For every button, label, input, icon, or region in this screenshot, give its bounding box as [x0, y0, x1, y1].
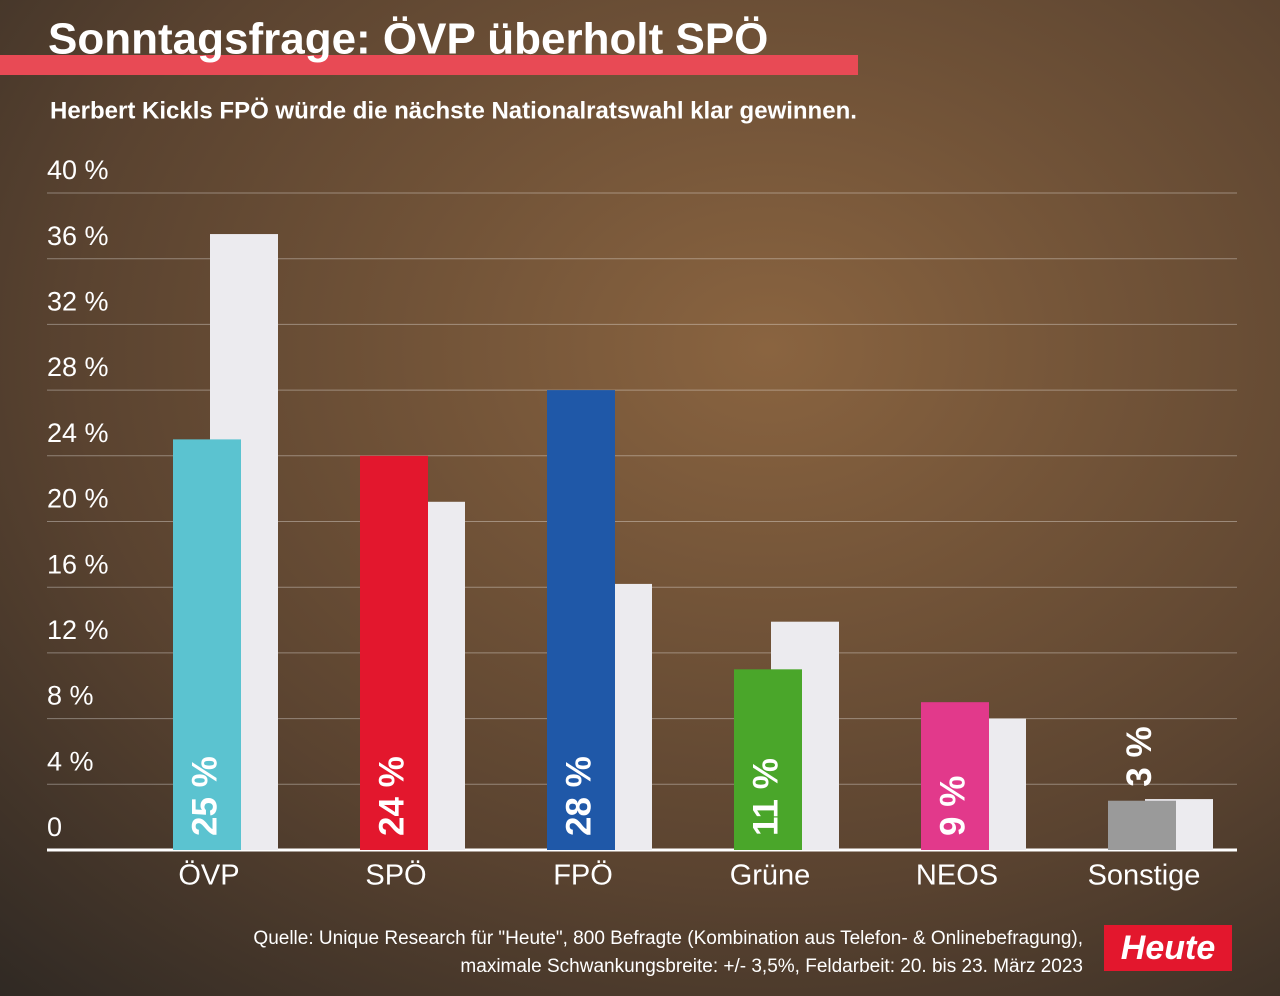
x-tick-label: Sonstige [1088, 860, 1201, 892]
bar [734, 669, 802, 850]
y-tick-label: 16 % [47, 549, 109, 579]
y-tick-label: 36 % [47, 221, 109, 251]
bar [1108, 800, 1176, 850]
value-label: 9 % [933, 776, 972, 836]
value-label: 11 % [746, 758, 785, 836]
bar [547, 390, 615, 850]
y-tick-label: 24 % [47, 418, 109, 448]
chart-title: Sonntagsfrage: ÖVP überholt SPÖ [48, 15, 768, 64]
value-label: 25 % [185, 756, 224, 836]
x-tick-label: NEOS [916, 860, 998, 892]
x-tick-label: Grüne [730, 860, 811, 892]
logo-box [1104, 925, 1232, 971]
bar [173, 439, 241, 850]
y-tick-label: 12 % [47, 615, 109, 645]
source: Quelle: Unique Research für "Heute", 800… [253, 928, 1083, 949]
title-underline [0, 55, 858, 75]
value-label: 28 % [559, 756, 598, 836]
y-tick-label: 20 % [47, 484, 109, 514]
y-tick-label: 32 % [47, 287, 109, 317]
bar [921, 702, 989, 850]
y-tick-label: 8 % [47, 681, 94, 711]
logo: Heute [1121, 929, 1215, 967]
source: maximale Schwankungsbreite: +/- 3,5%, Fe… [460, 956, 1083, 977]
y-tick-label: 40 % [47, 155, 109, 185]
y-tick-label: 0 [47, 812, 62, 842]
x-tick-label: FPÖ [553, 860, 613, 892]
x-tick-label: SPÖ [365, 860, 426, 892]
subtitle: Herbert Kickls FPÖ würde die nächste Nat… [50, 97, 857, 124]
x-tick-label: ÖVP [178, 860, 239, 892]
bar [360, 455, 428, 850]
value-label: 3 % [1120, 726, 1159, 786]
value-label: 24 % [372, 756, 411, 836]
y-tick-label: 4 % [47, 746, 94, 776]
y-tick-label: 28 % [47, 352, 109, 382]
